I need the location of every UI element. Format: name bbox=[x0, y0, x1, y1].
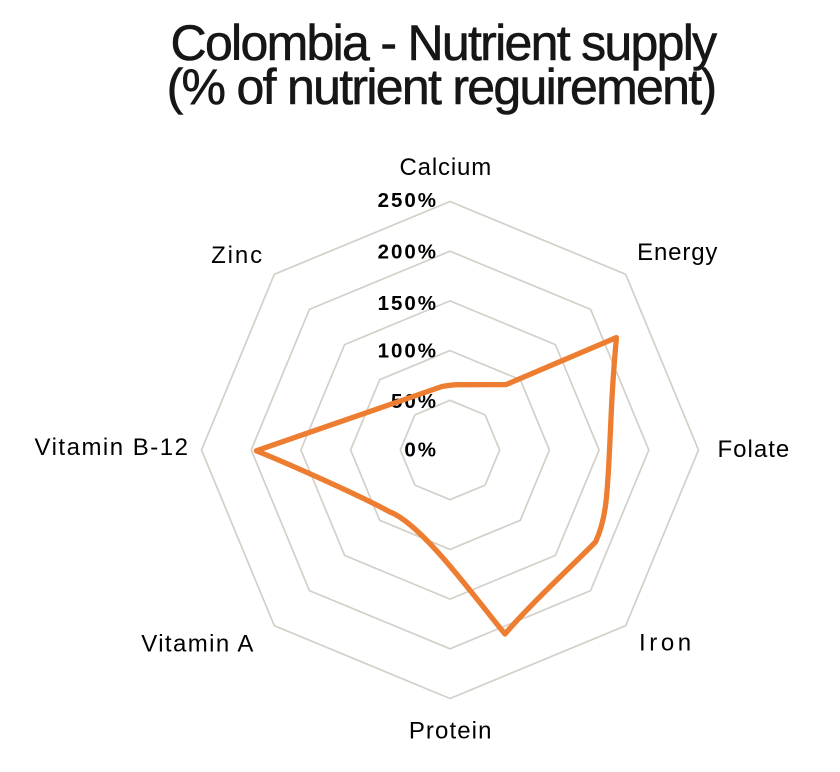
svg-text:Zinc: Zinc bbox=[211, 242, 264, 269]
svg-text:(% of nutrient reguirement): (% of nutrient reguirement) bbox=[167, 59, 716, 115]
svg-text:250%: 250% bbox=[378, 189, 438, 212]
svg-text:Folate: Folate bbox=[718, 436, 791, 463]
svg-text:100%: 100% bbox=[378, 340, 438, 363]
svg-text:Iron: Iron bbox=[639, 630, 695, 657]
svg-text:150%: 150% bbox=[378, 292, 438, 315]
svg-text:Protein: Protein bbox=[409, 718, 493, 745]
svg-text:50%: 50% bbox=[391, 390, 438, 413]
svg-text:Colombia - Nutrient supply: Colombia - Nutrient supply bbox=[171, 15, 718, 71]
svg-text:Calcium: Calcium bbox=[399, 154, 492, 181]
svg-text:Vitamin B-12: Vitamin B-12 bbox=[35, 434, 190, 461]
svg-text:Energy: Energy bbox=[637, 239, 718, 266]
svg-text:200%: 200% bbox=[378, 241, 438, 264]
svg-text:Vitamin A: Vitamin A bbox=[141, 631, 255, 658]
svg-text:0%: 0% bbox=[404, 439, 438, 462]
